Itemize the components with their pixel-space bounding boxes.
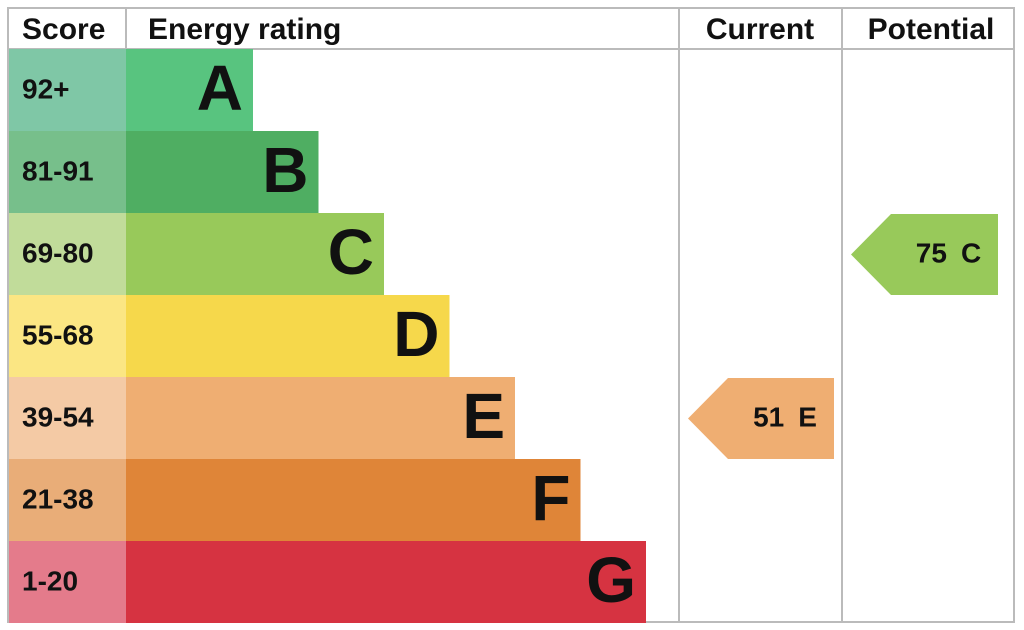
- rating-bar: [126, 377, 515, 459]
- rating-letter: A: [197, 52, 243, 124]
- potential-score: 75: [916, 238, 947, 269]
- rating-bar: [126, 213, 384, 295]
- score-cell: [9, 213, 126, 295]
- score-range: 39-54: [22, 401, 94, 432]
- rating-bar: [126, 459, 581, 541]
- current-rating: E: [798, 402, 817, 433]
- score-cell: [9, 377, 126, 459]
- header-score: Score: [22, 13, 105, 46]
- score-range: 92+: [22, 73, 70, 104]
- score-range: 81-91: [22, 155, 94, 186]
- rating-letter: G: [586, 544, 636, 616]
- header-current: Current: [706, 13, 814, 46]
- rating-letter: D: [393, 298, 439, 370]
- rating-bar: [126, 131, 319, 213]
- current-arrow: [688, 378, 834, 459]
- rating-bar: [126, 49, 253, 131]
- score-cell: [9, 459, 126, 541]
- rating-bar: [126, 541, 646, 623]
- rating-letter: B: [262, 134, 308, 206]
- potential-label: 75 C: [916, 238, 981, 269]
- score-cell: [9, 131, 126, 213]
- header-potential: Potential: [868, 13, 995, 46]
- score-range: 55-68: [22, 319, 94, 350]
- rating-letter: E: [462, 380, 505, 452]
- score-cell: [9, 295, 126, 377]
- score-cell: [9, 49, 126, 131]
- current-score: 51: [753, 402, 784, 433]
- score-cell: [9, 541, 126, 623]
- score-range: 1-20: [22, 565, 78, 596]
- rating-bar: [126, 295, 450, 377]
- score-range: 21-38: [22, 483, 94, 514]
- potential-rating: C: [961, 238, 981, 269]
- rating-letter: C: [328, 216, 374, 288]
- header-rating: Energy rating: [148, 13, 341, 46]
- score-range: 69-80: [22, 237, 94, 268]
- rating-letter: F: [531, 462, 570, 534]
- current-label: 51 E: [753, 402, 817, 433]
- potential-arrow: [851, 214, 998, 295]
